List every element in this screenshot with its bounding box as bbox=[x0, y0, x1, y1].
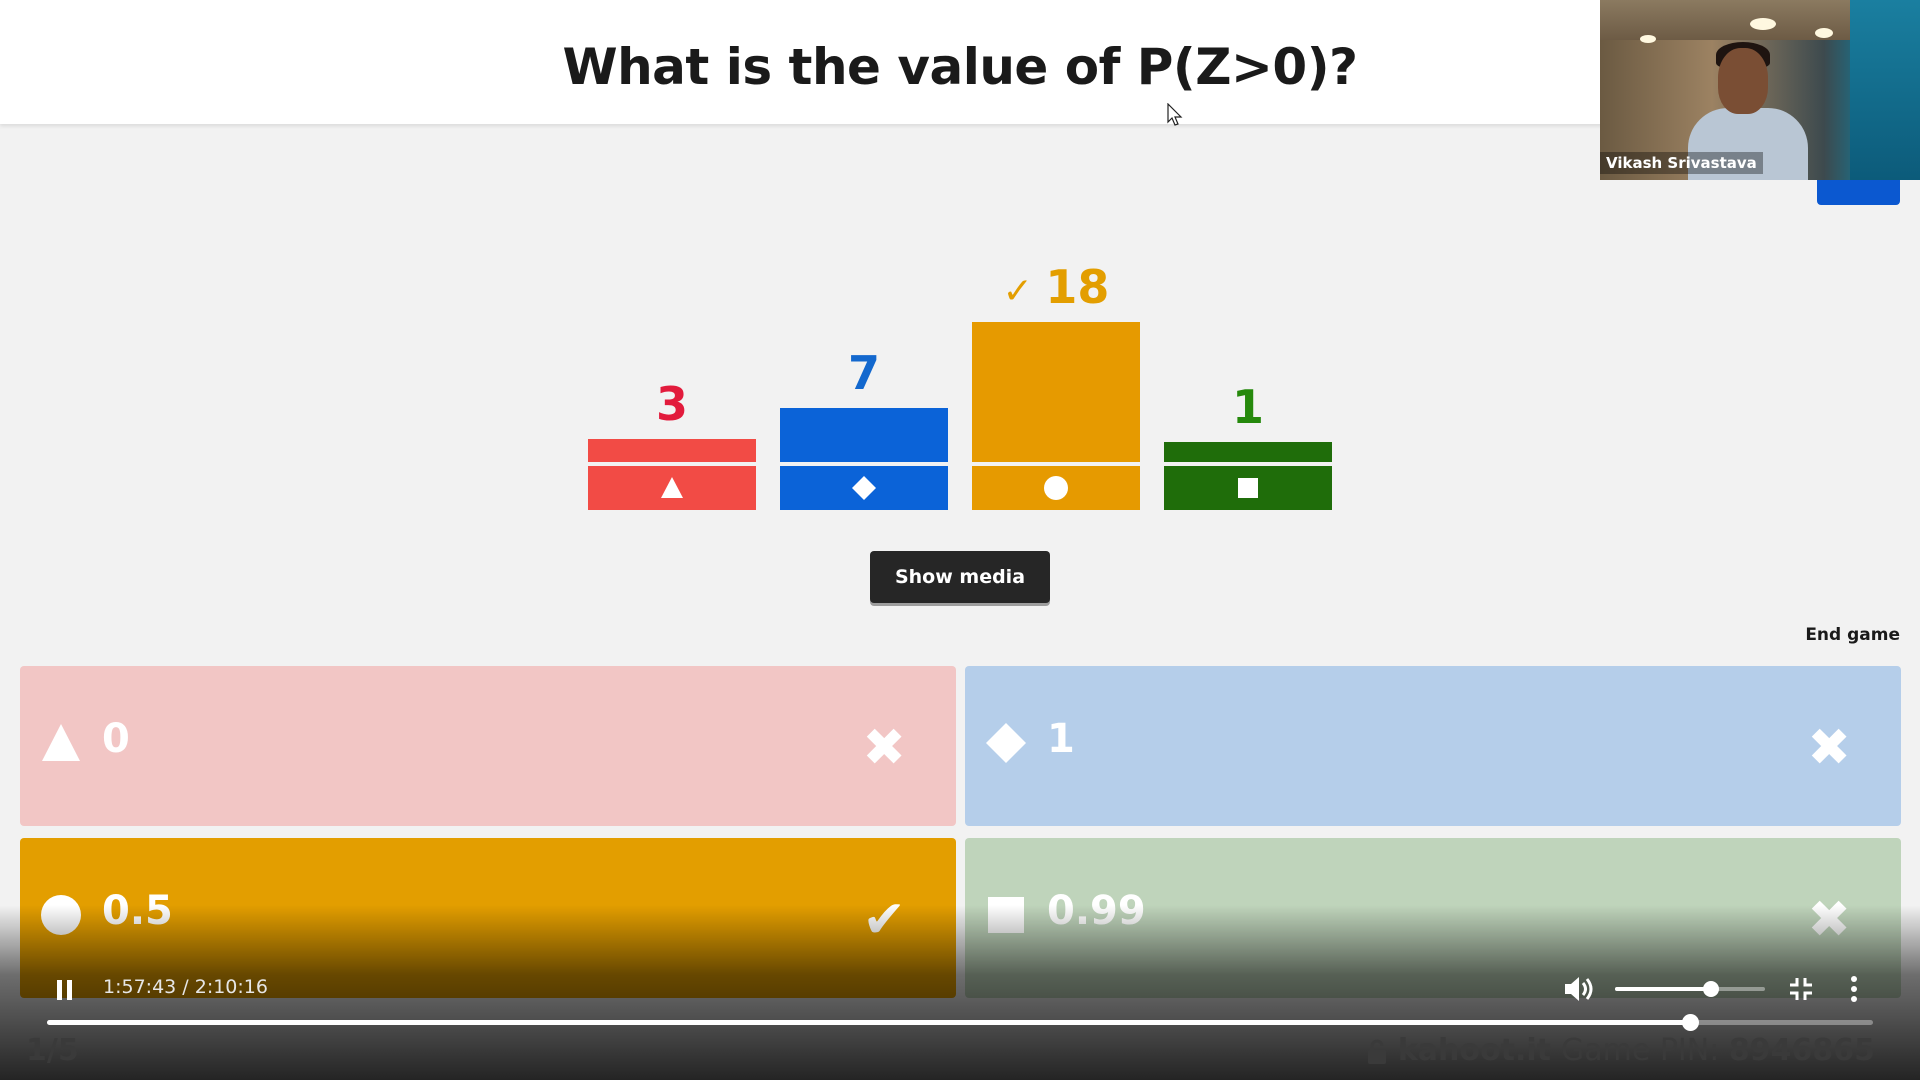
square-icon bbox=[1238, 478, 1258, 498]
result-bar bbox=[1164, 442, 1332, 462]
result-count-value: 3 bbox=[655, 377, 688, 431]
result-bar bbox=[972, 322, 1140, 462]
seek-bar-progress bbox=[47, 1020, 1691, 1025]
answer-text: 0 bbox=[102, 716, 130, 762]
result-count-value: 18 bbox=[1045, 260, 1110, 314]
triangle-icon bbox=[42, 724, 80, 761]
pin-label: Game PIN: bbox=[1560, 1033, 1720, 1068]
triangle-icon bbox=[661, 477, 683, 498]
volume-handle[interactable] bbox=[1703, 981, 1719, 997]
result-bar-base bbox=[588, 466, 756, 510]
exit-fullscreen-icon[interactable] bbox=[1788, 976, 1814, 1002]
diamond-icon bbox=[986, 723, 1026, 763]
cross-icon: ✖ bbox=[862, 718, 906, 778]
question-counter: 1/5 bbox=[26, 1033, 79, 1068]
more-options-icon[interactable] bbox=[1848, 974, 1860, 1004]
volume-icon[interactable] bbox=[1562, 974, 1596, 1004]
participant-name: Vikash Srivastava bbox=[1600, 152, 1763, 174]
circle-icon bbox=[1044, 476, 1068, 500]
result-count: 3 bbox=[588, 377, 756, 431]
cross-icon: ✖ bbox=[1807, 718, 1851, 778]
result-count: 1 bbox=[1164, 380, 1332, 434]
result-bar-base bbox=[972, 466, 1140, 510]
game-info: kahoot.it Game PIN: 8946865 bbox=[1366, 1033, 1875, 1068]
answer-tile-incorrect: 1 ✖ bbox=[965, 666, 1901, 826]
result-count: 7 bbox=[780, 346, 948, 400]
volume-slider[interactable] bbox=[1615, 981, 1765, 997]
result-count-value: 7 bbox=[847, 346, 880, 400]
correct-check-icon: ✓ bbox=[1002, 271, 1046, 312]
player-overlay bbox=[0, 905, 1920, 1080]
result-bar bbox=[588, 439, 756, 462]
diamond-icon bbox=[852, 476, 876, 500]
result-bar-base bbox=[1164, 466, 1332, 510]
overlay-tab bbox=[1817, 180, 1900, 205]
lock-icon bbox=[1367, 1039, 1386, 1064]
answer-tile-incorrect: 0 ✖ bbox=[20, 666, 956, 826]
seek-handle[interactable] bbox=[1682, 1014, 1700, 1031]
site-name: kahoot.it bbox=[1397, 1033, 1551, 1068]
result-count-value: 1 bbox=[1231, 380, 1264, 434]
pause-icon[interactable] bbox=[54, 978, 76, 1002]
result-bar bbox=[780, 408, 948, 462]
volume-level bbox=[1615, 987, 1711, 991]
show-media-button[interactable]: Show media bbox=[870, 551, 1050, 603]
playback-time: 1:57:43 / 2:10:16 bbox=[103, 976, 268, 998]
end-game-button[interactable]: End game bbox=[1805, 625, 1900, 645]
game-pin: 8946865 bbox=[1728, 1033, 1875, 1068]
webcam-video: Vikash Srivastava bbox=[1600, 0, 1920, 180]
question-title: What is the value of P(Z>0)? bbox=[562, 38, 1358, 96]
mouse-cursor-icon bbox=[1167, 103, 1183, 126]
answer-text: 1 bbox=[1047, 716, 1075, 762]
result-count: ✓ 18 bbox=[972, 260, 1140, 314]
result-bar-base bbox=[780, 466, 948, 510]
seek-bar[interactable] bbox=[47, 1014, 1873, 1031]
